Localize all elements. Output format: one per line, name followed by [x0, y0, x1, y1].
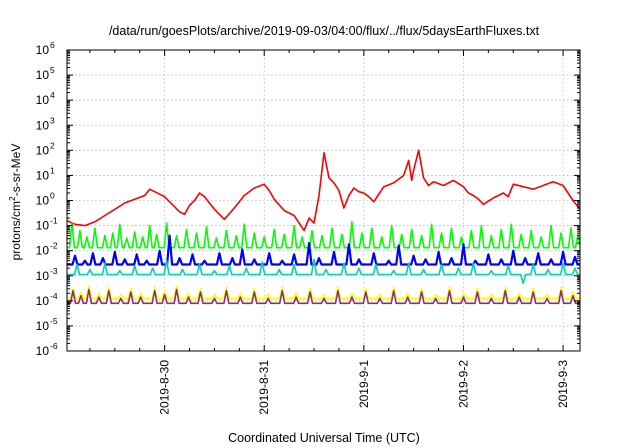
chart-title: /data/run/goesPlots/archive/2019-09-03/0…: [109, 24, 540, 38]
y-tick-label: 10: [36, 93, 50, 107]
x-axis-label: Coordinated Universal Time (UTC): [228, 431, 420, 445]
series-line-5: [67, 285, 580, 300]
y-tick-exponent: 0: [50, 191, 55, 201]
y-tick-exponent: -5: [50, 316, 58, 326]
y-tick-exponent: -4: [50, 291, 58, 301]
y-tick-label: 10: [36, 219, 50, 233]
y-tick-label: 10: [36, 319, 50, 333]
x-tick-label: 2019-9-1: [357, 360, 371, 408]
series-line-3: [67, 234, 580, 266]
y-axis-label-rest: -s-sr-MeV: [9, 144, 23, 197]
series-line-4: [67, 258, 580, 285]
x-tick-label: 2019-8-30: [158, 360, 172, 415]
y-tick-label: 10: [36, 118, 50, 132]
y-tick-label: 10: [36, 269, 50, 283]
y-tick-label: 10: [36, 43, 50, 57]
y-tick-label: 10: [36, 294, 50, 308]
series-line-1: [67, 149, 580, 232]
x-tick-label: 2019-9-2: [456, 360, 470, 408]
y-tick-exponent: 1: [50, 165, 55, 175]
series-line-6: [67, 288, 580, 305]
y-tick-exponent: -3: [50, 266, 58, 276]
y-tick-exponent: 5: [50, 65, 55, 75]
y-tick-exponent: 3: [50, 115, 55, 125]
y-tick-exponent: -1: [50, 216, 58, 226]
x-tick-label: 2019-8-31: [257, 360, 271, 415]
y-tick-label: 10: [36, 68, 50, 82]
y-tick-label: 10: [36, 344, 50, 358]
y-tick-label: 10: [36, 244, 50, 258]
y-tick-label: 10: [36, 194, 50, 208]
y-tick-label: 10: [36, 168, 50, 182]
x-tick-label: 2019-9-3: [556, 360, 570, 408]
y-tick-exponent: 6: [50, 40, 55, 50]
y-tick-exponent: 4: [50, 90, 55, 100]
y-tick-exponent: -2: [50, 241, 58, 251]
y-axis-label: protons/cm2-s-sr-MeV: [7, 144, 23, 261]
series-line-2: [67, 221, 580, 249]
series-layer: [67, 149, 580, 305]
y-tick-exponent: 2: [50, 140, 55, 150]
y-tick-exponent: -6: [50, 341, 58, 351]
y-axis-label-main: protons/cm: [9, 201, 23, 260]
y-axis-label-sup: 2: [7, 196, 17, 201]
axes: 10 -610 -510 -410 -310 -210 -110 010 110 210 310 41…: [36, 40, 580, 415]
grid: [67, 50, 580, 351]
y-tick-label: 10: [36, 143, 50, 157]
